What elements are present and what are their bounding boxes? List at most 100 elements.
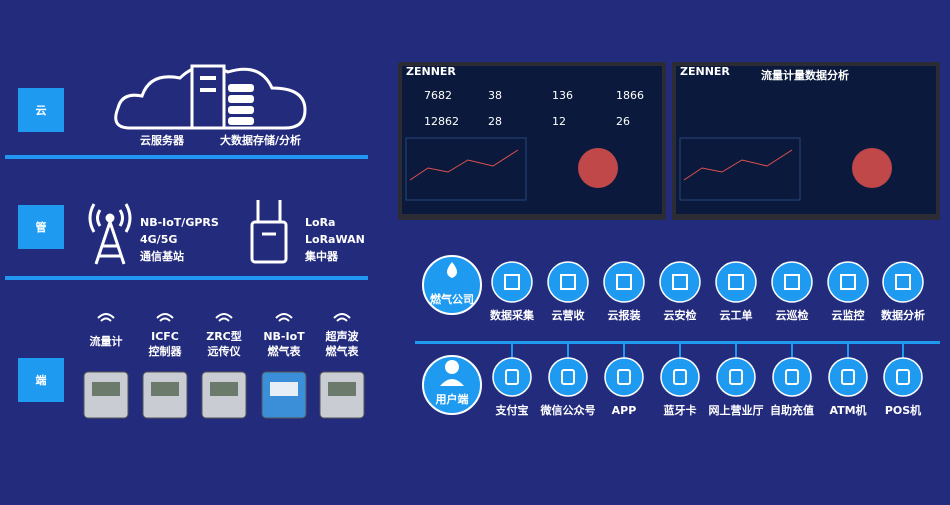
screen-panel bbox=[405, 137, 527, 201]
channel-label: 蓝牙卡 bbox=[664, 403, 697, 417]
channel-glyph bbox=[729, 369, 743, 385]
service-icon bbox=[715, 261, 757, 303]
service-icon bbox=[547, 261, 589, 303]
caption: 云服务器 bbox=[140, 133, 185, 147]
channel-glyph bbox=[561, 369, 575, 385]
tier-label: 云 bbox=[36, 104, 47, 117]
connector bbox=[902, 344, 904, 358]
bus-line bbox=[415, 341, 940, 344]
service-icon bbox=[771, 261, 813, 303]
connector bbox=[567, 344, 569, 358]
service-glyph bbox=[560, 274, 576, 290]
device-display bbox=[151, 382, 179, 396]
tier-label: 管 bbox=[36, 220, 47, 234]
hub-icon bbox=[445, 360, 459, 374]
connector bbox=[623, 344, 625, 358]
screen-pie bbox=[578, 148, 618, 188]
screen-stat: 12862 bbox=[424, 115, 459, 128]
wifi-icon bbox=[215, 313, 233, 322]
service-icon bbox=[882, 261, 924, 303]
screen-panel bbox=[679, 137, 801, 201]
device-display bbox=[210, 382, 238, 396]
screen-stat: 136 bbox=[552, 89, 573, 102]
service-glyph bbox=[784, 274, 800, 290]
tower-icon bbox=[88, 203, 132, 265]
channel-label: 支付宝 bbox=[495, 403, 529, 417]
screen bbox=[402, 66, 662, 214]
channel-label: 网上营业厅 bbox=[709, 403, 764, 417]
wifi-icon bbox=[333, 313, 351, 322]
channel-icon bbox=[883, 357, 923, 397]
device-label: 远传仪 bbox=[208, 344, 242, 358]
wifi-icon bbox=[97, 313, 115, 322]
caption: LoRa bbox=[305, 216, 335, 229]
device-label: ZRC型 bbox=[206, 329, 242, 343]
caption: 大数据存储/分析 bbox=[220, 133, 301, 147]
screen-chart bbox=[409, 149, 519, 181]
channel-label: 自助充值 bbox=[770, 403, 814, 417]
service-glyph bbox=[840, 274, 856, 290]
hub-circle bbox=[422, 255, 482, 315]
screen-stat: 28 bbox=[488, 115, 502, 128]
screen-stat: 7682 bbox=[424, 89, 452, 102]
channel-glyph bbox=[617, 369, 631, 385]
connector bbox=[511, 344, 513, 358]
channel-label: APP bbox=[612, 404, 637, 417]
service-label: 云报装 bbox=[608, 308, 641, 322]
channel-icon bbox=[772, 357, 812, 397]
wifi-icon bbox=[275, 313, 293, 322]
device-label: ICFC bbox=[151, 330, 179, 343]
hub-icon bbox=[447, 262, 457, 278]
device-label: NB-IoT bbox=[263, 330, 305, 343]
channel-icon bbox=[492, 357, 532, 397]
service-label: 数据采集 bbox=[490, 308, 535, 322]
concentrator-icon bbox=[250, 200, 288, 264]
screen-stat: 26 bbox=[616, 115, 630, 128]
tier-badge bbox=[18, 205, 64, 249]
caption: 4G/5G bbox=[140, 233, 177, 246]
hub-label: 燃气公司 bbox=[429, 292, 474, 306]
service-icon bbox=[659, 261, 701, 303]
hub-label: 用户端 bbox=[436, 392, 469, 406]
service-icon bbox=[827, 261, 869, 303]
caption: 通信基站 bbox=[140, 249, 184, 263]
channel-glyph bbox=[785, 369, 799, 385]
service-label: 云营收 bbox=[552, 308, 585, 322]
tier-badge bbox=[18, 88, 64, 132]
channel-icon bbox=[604, 357, 644, 397]
channel-icon bbox=[660, 357, 700, 397]
server-slot bbox=[200, 76, 216, 80]
channel-label: POS机 bbox=[885, 403, 921, 417]
channel-glyph bbox=[505, 369, 519, 385]
separator bbox=[5, 155, 368, 159]
service-glyph bbox=[895, 274, 911, 290]
service-label: 数据分析 bbox=[881, 308, 925, 322]
caption: LoRaWAN bbox=[305, 233, 365, 246]
screen bbox=[676, 66, 936, 214]
service-icon bbox=[491, 261, 533, 303]
hub-icon bbox=[440, 379, 464, 386]
service-glyph bbox=[728, 274, 744, 290]
service-glyph bbox=[616, 274, 632, 290]
screen-stat: 1866 bbox=[616, 89, 644, 102]
channel-glyph bbox=[673, 369, 687, 385]
screen-brand: ZENNER bbox=[680, 65, 730, 78]
service-glyph bbox=[672, 274, 688, 290]
channel-label: ATM机 bbox=[829, 403, 866, 417]
channel-label: 微信公众号 bbox=[540, 403, 596, 417]
device-label: 流量计 bbox=[90, 334, 123, 348]
screen-title: 流量计量数据分析 bbox=[761, 68, 849, 82]
caption: NB-IoT/GPRS bbox=[140, 216, 219, 229]
screen-stat: 12 bbox=[552, 115, 566, 128]
caption: 集中器 bbox=[304, 249, 339, 263]
storage-icon bbox=[228, 84, 254, 125]
separator bbox=[5, 276, 368, 280]
service-icon bbox=[603, 261, 645, 303]
screen-brand: ZENNER bbox=[406, 65, 456, 78]
channel-icon bbox=[548, 357, 588, 397]
tier-badge bbox=[18, 358, 64, 402]
device-label: 超声波 bbox=[325, 329, 360, 343]
service-label: 云监控 bbox=[832, 308, 865, 322]
device-label: 燃气表 bbox=[325, 344, 360, 358]
